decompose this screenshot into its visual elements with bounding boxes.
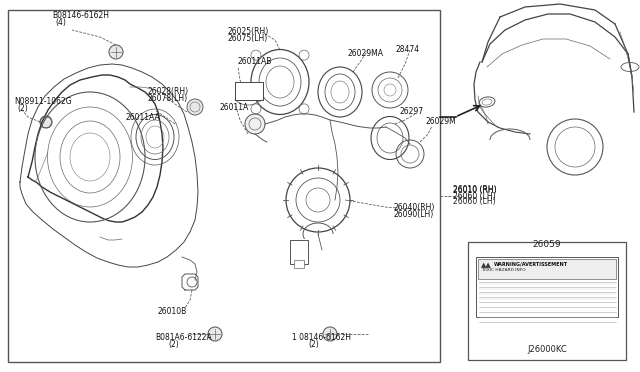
Text: (2): (2) (17, 104, 28, 113)
Text: 26075(LH): 26075(LH) (228, 34, 268, 43)
Text: 26029MA: 26029MA (347, 49, 383, 58)
Text: 26297: 26297 (400, 107, 424, 116)
Text: 26010 (RH)
26060 (LH): 26010 (RH) 26060 (LH) (453, 186, 497, 206)
Text: WARNING/AVERTISSEMENT: WARNING/AVERTISSEMENT (494, 262, 568, 267)
Bar (478, 259, 616, 279)
Bar (476, 257, 618, 317)
Text: B081A6-6122A: B081A6-6122A (155, 333, 212, 342)
Text: 26011AA: 26011AA (126, 113, 161, 122)
Text: B08146-6162H: B08146-6162H (52, 11, 109, 20)
Text: 26078(LH): 26078(LH) (148, 94, 188, 103)
Text: 26010B: 26010B (158, 307, 188, 316)
Circle shape (187, 99, 203, 115)
Text: 26029M: 26029M (425, 117, 456, 126)
Bar (294, 260, 304, 268)
Bar (290, 240, 308, 264)
Text: 26059: 26059 (532, 240, 561, 249)
Bar (235, 82, 263, 100)
Circle shape (372, 72, 408, 108)
Circle shape (323, 327, 337, 341)
Text: (2): (2) (168, 340, 179, 349)
Ellipse shape (371, 116, 409, 160)
Text: (4): (4) (55, 18, 66, 27)
Ellipse shape (318, 67, 362, 117)
Text: 28474: 28474 (395, 45, 419, 54)
Text: 26060 (LH): 26060 (LH) (453, 192, 495, 201)
Text: ▲▲: ▲▲ (481, 262, 492, 268)
Bar (468, 242, 626, 360)
Circle shape (245, 114, 265, 134)
Text: 26010 (RH): 26010 (RH) (453, 185, 497, 194)
Circle shape (40, 116, 52, 128)
Text: (2): (2) (308, 340, 319, 349)
Text: 26025(RH): 26025(RH) (228, 27, 269, 36)
Bar (8, 10, 440, 362)
Text: N08911-1062G: N08911-1062G (14, 97, 72, 106)
Text: J26000KC: J26000KC (527, 345, 567, 354)
Text: 26011AB: 26011AB (238, 57, 273, 66)
Circle shape (109, 45, 123, 59)
Circle shape (286, 168, 350, 232)
Ellipse shape (251, 49, 309, 115)
Circle shape (208, 327, 222, 341)
Text: 26011A: 26011A (220, 103, 249, 112)
Text: 26028(RH): 26028(RH) (148, 87, 189, 96)
Text: 26090(LH): 26090(LH) (393, 210, 433, 219)
Text: 1 08146-6162H: 1 08146-6162H (292, 333, 351, 342)
Text: TOXIC HAZARD INFO: TOXIC HAZARD INFO (481, 268, 525, 272)
Text: 26040(RH): 26040(RH) (393, 203, 435, 212)
Circle shape (396, 140, 424, 168)
